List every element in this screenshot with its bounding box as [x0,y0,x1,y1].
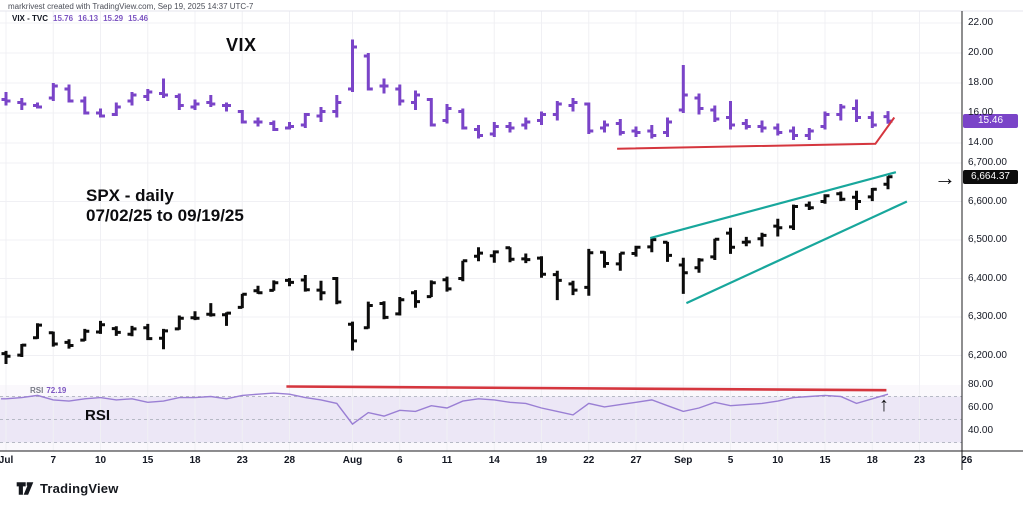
rsi-price-tick-label: 60.00 [968,402,994,413]
time-tick-label: 15 [142,455,154,466]
vix-price-tick-label: 14.00 [968,137,994,148]
vix-pane-title: VIX [226,35,257,55]
time-tick-label: Sep [674,455,693,466]
time-tick-label: 19 [535,455,548,466]
time-tick-label: 10 [772,455,784,466]
time-tick-label: 18 [866,455,878,466]
time-tick-label: 5 [727,455,734,466]
time-tick-label: 23 [913,455,926,466]
spx-price-tick-label: 6,300.00 [968,311,1007,322]
attribution-text: markrivest created with TradingView.com,… [8,2,254,11]
legend-symbol: VIX - TVC [12,14,49,23]
time-tick-label: Aug [342,455,363,466]
up-arrow-annotation: ↑ [879,394,889,416]
spx-price-tick-label: 6,700.00 [968,157,1007,168]
time-tick-label: 23 [236,455,248,466]
spx-price-tick-label: 6,500.00 [968,234,1007,245]
vix-price-tick-label: 20.00 [968,47,994,58]
spx-price-badge: 6,664.37 [963,169,1018,184]
tradingview-brand-text: TradingView [40,481,119,496]
spx-pane-title: SPX - daily 07/02/25 to 09/19/25 [86,186,244,226]
vix-price-badge: 15.46 [963,114,1018,129]
vix-price-tick-label: 18.00 [968,77,994,88]
time-tick-label: 14 [488,455,500,466]
time-tick-label: 18 [189,455,201,466]
time-tick-label: 7 [50,455,57,466]
legend-close: 15.46 [128,14,149,23]
rsi-price-tick-label: 80.00 [968,379,994,390]
legend-low: 15.29 [103,14,124,23]
legend-open: 15.76 [53,14,74,23]
symbol-legend[interactable]: VIX - TVC 15.76 16.13 15.29 15.46 [12,14,148,23]
spx-price-tick-label: 6,400.00 [968,272,1007,284]
spx-price-tick-label: 6,600.00 [968,195,1007,207]
time-tick-label: 26 [961,455,973,466]
rsi-indicator-value: 72.19 [46,386,67,395]
vix-price-tick-label: 16.00 [968,107,994,118]
time-tick-label: 28 [283,455,296,466]
spx-title-line2: 07/02/25 to 09/19/25 [86,206,244,225]
spx-title-line1: SPX - daily [86,186,174,205]
right-arrow-annotation: → [934,165,956,190]
rsi-indicator-legend[interactable]: RSI 72.19 [30,386,66,395]
tradingview-logo-icon [16,482,34,495]
time-tick-label: Jul [0,455,14,466]
vix-price-tick-label: 22.00 [968,17,994,28]
legend-high: 16.13 [78,14,99,23]
time-tick-label: 6 [396,455,403,466]
time-tick-label: 15 [819,455,831,466]
rsi-pane-title: RSI [85,407,111,424]
tradingview-brand-link[interactable]: TradingView [16,481,119,496]
rsi-indicator-name: RSI [30,386,44,395]
time-tick-label: 27 [630,455,642,466]
time-tick-label: 22 [583,455,595,466]
time-tick-label: 10 [94,455,107,466]
rsi-price-tick-label: 40.00 [968,425,994,436]
time-tick-label: 11 [441,455,453,466]
spx-price-tick-label: 6,200.00 [968,349,1007,361]
